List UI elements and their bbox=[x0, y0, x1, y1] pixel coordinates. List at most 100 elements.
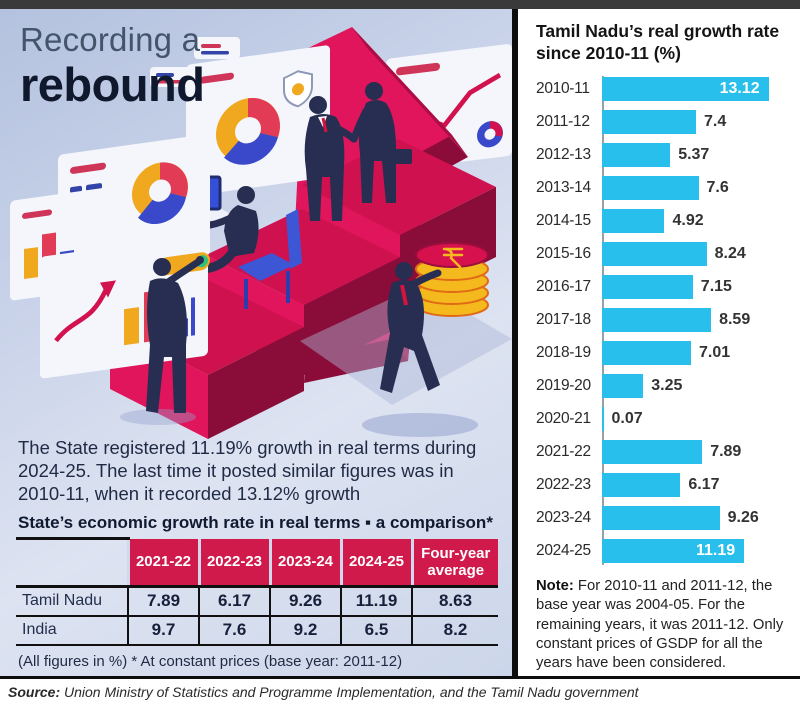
bar-track: 13.12 bbox=[602, 77, 790, 102]
bar bbox=[602, 539, 745, 564]
rupee-coins-icon bbox=[415, 242, 489, 317]
bar bbox=[602, 176, 699, 201]
bar bbox=[602, 374, 644, 399]
table-header-empty-cell bbox=[16, 537, 128, 588]
table-value-cell: 7.89 bbox=[127, 586, 199, 616]
bar-value-label: 9.26 bbox=[727, 509, 759, 527]
bar-track: 7.15 bbox=[602, 275, 790, 300]
bar-track: 5.37 bbox=[602, 143, 790, 168]
bar-value-label: 7.4 bbox=[703, 113, 727, 131]
table-value-cell: 8.2 bbox=[411, 614, 498, 646]
bar bbox=[602, 506, 720, 531]
table-row-label: Tamil Nadu bbox=[22, 592, 103, 610]
table-value-cell: 7.6 bbox=[198, 614, 270, 646]
title-line-1: Recording a bbox=[20, 21, 201, 58]
comparison-table-heading: State’s economic growth rate in real ter… bbox=[18, 513, 493, 532]
table-header-cell: 2023-24 bbox=[268, 538, 341, 588]
bar bbox=[602, 242, 707, 267]
table-value-cell: 9.7 bbox=[127, 614, 199, 646]
bar-value-label: 4.92 bbox=[672, 212, 704, 230]
note-label: Note: bbox=[536, 577, 574, 594]
right-panel: Tamil Nadu’s real growth rate since 2010… bbox=[512, 9, 800, 676]
chart-row: 2010-11 13.12 bbox=[536, 73, 790, 106]
bar-value-label: 7.15 bbox=[700, 278, 732, 296]
chart-row: 2019-20 3.25 bbox=[536, 370, 790, 403]
chat-bubble-icons bbox=[150, 37, 240, 87]
bar bbox=[602, 473, 681, 498]
table-row: India 9.7 7.6 9.2 6.5 8.2 bbox=[16, 614, 498, 646]
bar-track: 9.26 bbox=[602, 506, 790, 531]
chart-row: 2024-25 11.19 bbox=[536, 535, 790, 568]
table-row: Tamil Nadu 7.89 6.17 9.26 11.19 8.63 bbox=[16, 586, 498, 616]
bar-track: 3.25 bbox=[602, 374, 790, 399]
bar-value-label: 8.24 bbox=[714, 245, 746, 263]
chart-row: 2012-13 5.37 bbox=[536, 139, 790, 172]
source-line: Source: Union Ministry of Statistics and… bbox=[0, 676, 800, 704]
bar-track: 8.59 bbox=[602, 308, 790, 333]
bar bbox=[602, 275, 693, 300]
bar bbox=[602, 341, 692, 366]
bar-value-label: 13.12 bbox=[719, 80, 760, 98]
top-border-bar bbox=[0, 0, 800, 9]
chart-row: 2018-19 7.01 bbox=[536, 337, 790, 370]
bar bbox=[602, 407, 604, 432]
bar bbox=[602, 308, 712, 333]
bar-track: 8.24 bbox=[602, 242, 790, 267]
table-value-cell: 11.19 bbox=[340, 586, 412, 616]
chart-row: 2016-17 7.15 bbox=[536, 271, 790, 304]
chart-title: Tamil Nadu’s real growth rate since 2010… bbox=[536, 21, 780, 63]
chart-year-label: 2019-20 bbox=[536, 377, 591, 395]
table-header-cell: Four-year average bbox=[410, 538, 498, 588]
table-row-label: India bbox=[16, 614, 128, 646]
source-label: Source: bbox=[8, 684, 61, 700]
chart-year-label: 2012-13 bbox=[536, 146, 591, 164]
bar-value-label: 7.6 bbox=[706, 179, 729, 197]
bar bbox=[602, 143, 671, 168]
chart-row: 2013-14 7.6 bbox=[536, 172, 790, 205]
chart-year-label: 2020-21 bbox=[536, 410, 591, 428]
bar-track: 11.19 bbox=[602, 539, 790, 564]
note-text: For 2010-11 and 2011-12, the base year w… bbox=[536, 577, 784, 672]
chart-year-label: 2010-11 bbox=[536, 80, 590, 98]
bar-track: 6.17 bbox=[602, 473, 790, 498]
bar bbox=[602, 77, 769, 102]
intro-paragraph: The State registered 11.19% growth in re… bbox=[18, 437, 477, 504]
bar-value-label: 8.59 bbox=[719, 311, 751, 329]
chart-row: 2011-12 7.4 bbox=[536, 106, 790, 139]
infographic-body: Recording a rebound The State registered… bbox=[0, 9, 800, 676]
handshake-businessmen-icon bbox=[304, 82, 412, 221]
pie-chart-panel-icon bbox=[186, 45, 330, 197]
bar-track: 0.07 bbox=[602, 407, 790, 432]
page-title: Recording a rebound bbox=[20, 21, 205, 112]
walker-shadow bbox=[362, 413, 478, 437]
left-panel: Recording a rebound The State registered… bbox=[0, 9, 512, 676]
bar bbox=[602, 440, 703, 465]
chart-row: 2014-15 4.92 bbox=[536, 205, 790, 238]
chart-year-label: 2016-17 bbox=[536, 278, 591, 296]
comparison-table-body: Tamil Nadu 7.89 6.17 9.26 11.19 8.63 India 9.7 7… bbox=[16, 586, 498, 646]
bar-track: 7.01 bbox=[602, 341, 790, 366]
bar-value-label: 0.07 bbox=[611, 410, 643, 428]
chart-row: 2015-16 8.24 bbox=[536, 238, 790, 271]
table-value-cell: 6.17 bbox=[198, 586, 270, 616]
bar-value-label: 6.17 bbox=[688, 476, 720, 494]
table-value-cell: 9.26 bbox=[269, 586, 341, 616]
chart-year-label: 2024-25 bbox=[536, 542, 591, 560]
bar-value-label: 3.25 bbox=[651, 377, 683, 395]
chart-row: 2017-18 8.59 bbox=[536, 304, 790, 337]
chart-row: 2022-23 6.17 bbox=[536, 469, 790, 502]
bar-value-label: 7.89 bbox=[710, 443, 742, 461]
table-header-cell: 2022-23 bbox=[197, 538, 270, 588]
businessman-with-coins-icon bbox=[362, 242, 489, 437]
table-footnote: (All figures in %) * At constant prices … bbox=[18, 653, 403, 670]
growth-illustration bbox=[10, 27, 512, 439]
chart-year-label: 2011-12 bbox=[536, 113, 590, 131]
chart-year-label: 2014-15 bbox=[536, 212, 591, 230]
chart-note: Note: For 2010-11 and 2011-12, the base … bbox=[536, 577, 790, 674]
table-header-cell: 2024-25 bbox=[339, 538, 412, 588]
chart-year-label: 2022-23 bbox=[536, 476, 591, 494]
table-value-cell: 8.63 bbox=[411, 586, 498, 616]
comparison-table-header: 2021-22 2022-23 2023-24 2024-25 Four-year av… bbox=[16, 537, 498, 588]
pointing-analyst-icon bbox=[120, 256, 204, 425]
bar-value-label: 7.01 bbox=[699, 344, 731, 362]
